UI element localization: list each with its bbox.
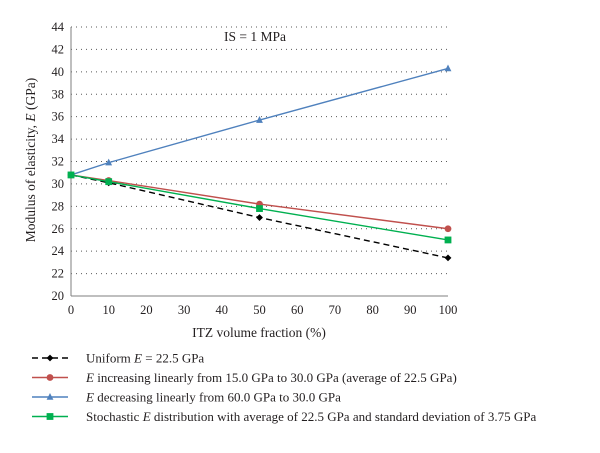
- series-line-1: [70, 174, 449, 259]
- series-lines: [70, 67, 449, 259]
- series-line-4: [70, 174, 449, 241]
- series-markers: [67, 64, 452, 262]
- legend-marker: [46, 374, 54, 381]
- data-point-series-2: [444, 225, 452, 233]
- data-point-series-1: [444, 254, 452, 262]
- y-axis-label-part: Modulus of elasticity,: [23, 122, 38, 243]
- data-point-series-3: [444, 64, 452, 72]
- x-tick-label: 20: [140, 303, 153, 317]
- legend-marker: [46, 393, 54, 400]
- x-tick-label: 10: [102, 303, 115, 317]
- data-point-series-4: [105, 178, 113, 186]
- y-tick-label: 24: [52, 244, 65, 258]
- y-tick-label: 36: [52, 110, 65, 124]
- x-tick-label: 40: [216, 303, 229, 317]
- y-tick-label: 22: [52, 267, 65, 281]
- chart-annotation: IS = 1 MPa: [224, 29, 286, 44]
- legend-marker: [46, 354, 54, 362]
- y-tick-labels: 20 22 24 26 28 30 32 34 36 38 40 42 44: [52, 20, 65, 303]
- x-tick-label: 0: [68, 303, 74, 317]
- x-tick-label: 100: [439, 303, 458, 317]
- legend-label: Stochastic E distribution with average o…: [86, 409, 536, 424]
- y-tick-label: 40: [52, 65, 65, 79]
- x-tick-label: 30: [178, 303, 191, 317]
- legend-label: E decreasing linearly from 60.0 GPa to 3…: [85, 390, 341, 405]
- x-tick-label: 80: [366, 303, 379, 317]
- data-point-series-3: [105, 158, 113, 166]
- y-tick-label: 30: [52, 177, 65, 191]
- data-point-series-1: [256, 214, 263, 221]
- legend-label: E increasing linearly from 15.0 GPa to 3…: [85, 370, 457, 385]
- legend-marker: [46, 413, 54, 420]
- y-axis-label-unit: (GPa): [23, 78, 38, 114]
- gridlines: [71, 26, 448, 275]
- y-tick-label: 34: [52, 132, 65, 146]
- x-tick-label: 60: [291, 303, 304, 317]
- data-point-series-3: [256, 116, 263, 123]
- legend-label: Uniform E = 22.5 GPa: [86, 351, 204, 366]
- data-point-series-4: [444, 236, 452, 244]
- data-point-series-4: [67, 171, 75, 179]
- y-tick-label: 28: [52, 199, 65, 213]
- y-tick-label: 42: [52, 42, 65, 56]
- x-tick-label: 90: [404, 303, 417, 317]
- x-tick-label: 50: [253, 303, 266, 317]
- y-tick-label: 38: [52, 87, 65, 101]
- axes: [70, 27, 448, 297]
- y-tick-label: 32: [52, 155, 65, 169]
- data-point-series-4: [256, 205, 263, 212]
- x-axis-label: ITZ volume fraction (%): [192, 325, 326, 340]
- series-line-3: [70, 67, 449, 176]
- x-tick-label: 70: [329, 303, 342, 317]
- legend: Uniform E = 22.5 GPa E increasing linearl…: [32, 351, 536, 424]
- x-tick-labels: 0 10 20 30 40 50 60 70 80 90 100: [68, 303, 458, 317]
- y-axis-label-symbol: E: [23, 113, 38, 123]
- y-axis-label: Modulus of elasticity, E (GPa): [23, 78, 38, 243]
- y-tick-label: 26: [52, 222, 65, 236]
- y-tick-label: 44: [52, 20, 65, 34]
- y-tick-label: 20: [52, 289, 65, 303]
